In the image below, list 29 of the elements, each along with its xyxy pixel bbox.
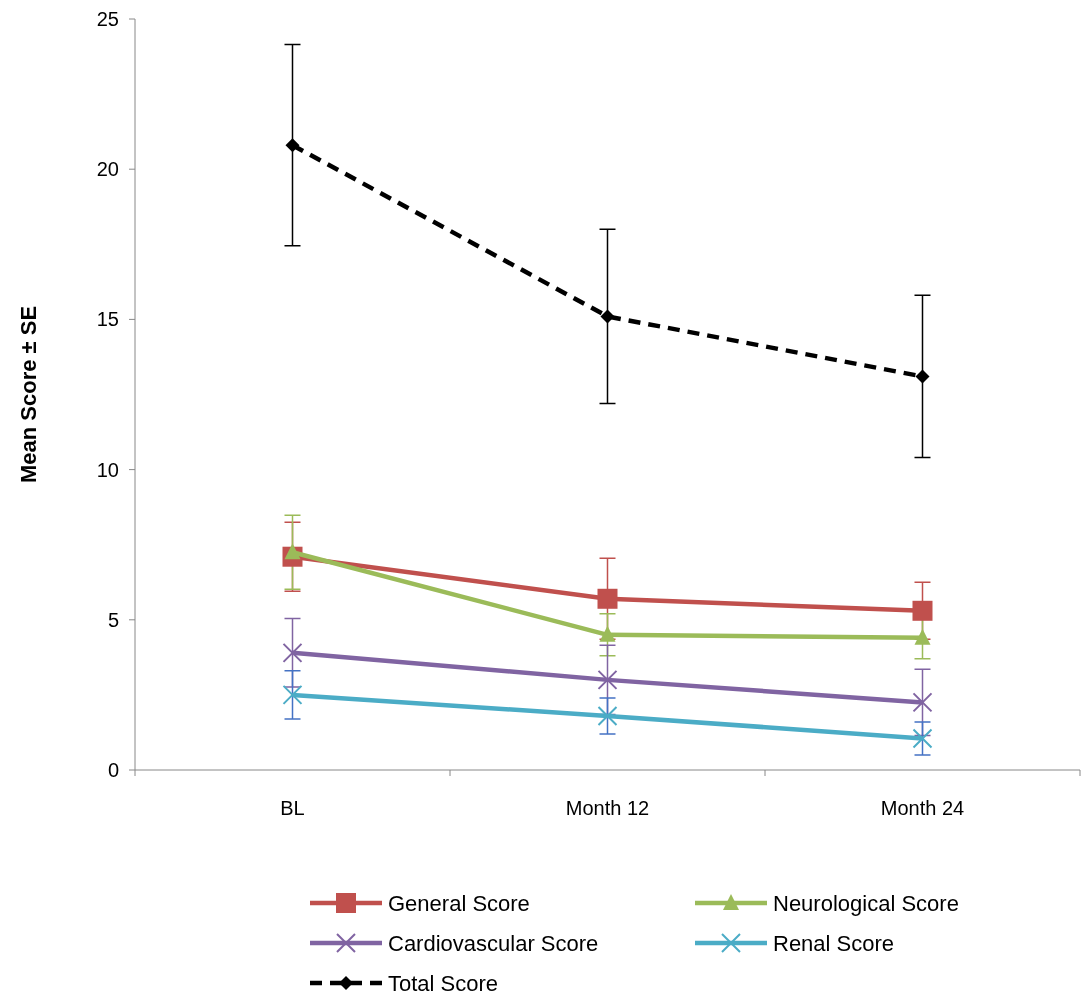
point (285, 138, 300, 153)
point (284, 543, 301, 560)
legend-label: Total Score (388, 970, 499, 996)
point (282, 684, 303, 705)
y-axis-title: Mean Score ± SE (16, 305, 41, 484)
point (599, 625, 616, 642)
point (912, 728, 933, 749)
y-tick-label: 15 (96, 308, 119, 331)
point (914, 628, 931, 645)
point (912, 692, 933, 713)
legend-label: General Score (388, 890, 530, 916)
y-tick-label: 0 (107, 759, 119, 781)
y-tick-label: 20 (96, 158, 119, 181)
legend-label: Cardiovascular Score (388, 930, 599, 956)
legend-label: Neurological Score (773, 890, 959, 916)
x-tick-label: BL (280, 797, 305, 819)
legend-label: Renal Score (773, 930, 895, 956)
point (282, 642, 303, 663)
point (912, 600, 933, 621)
y-tick-label: 5 (107, 608, 119, 631)
point (597, 588, 618, 609)
y-tick-label: 25 (96, 8, 119, 30)
point (915, 369, 930, 384)
y-tick-label: 10 (96, 458, 119, 481)
x-tick-label: Month 12 (565, 797, 650, 819)
point (597, 669, 618, 690)
point (597, 705, 618, 726)
point (600, 309, 615, 324)
x-tick-label: Month 24 (880, 797, 965, 819)
